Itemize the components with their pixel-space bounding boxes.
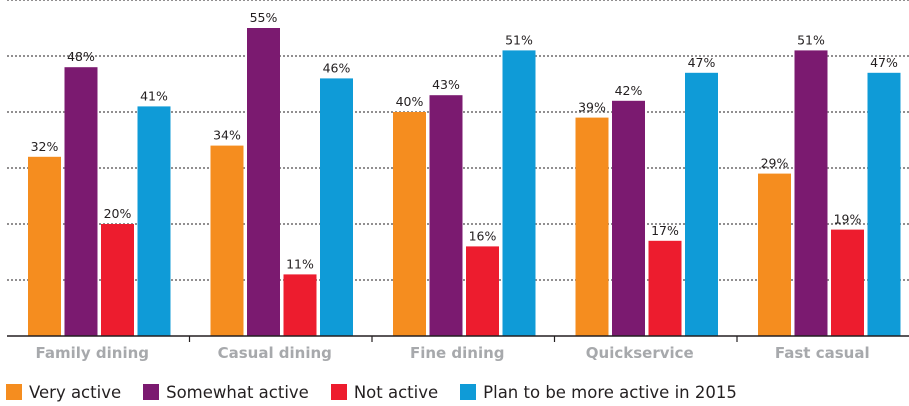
category-label: Casual dining bbox=[218, 344, 332, 362]
data-label: 17% bbox=[651, 223, 679, 238]
bar bbox=[575, 117, 609, 336]
bar bbox=[393, 112, 426, 336]
bar bbox=[466, 246, 499, 336]
data-label: 11% bbox=[286, 256, 314, 271]
bar bbox=[283, 274, 317, 336]
legend-swatch bbox=[6, 384, 22, 400]
bar bbox=[867, 72, 901, 337]
x-ticks bbox=[188, 336, 738, 342]
data-label: 46% bbox=[323, 60, 351, 75]
category-label: Quickservice bbox=[586, 344, 694, 362]
legend-item: Plan to be more active in 2015 bbox=[460, 383, 737, 402]
data-label: 48% bbox=[67, 49, 95, 64]
data-label: 16% bbox=[469, 228, 497, 243]
bar bbox=[612, 100, 645, 336]
bar bbox=[831, 229, 864, 336]
data-label: 47% bbox=[688, 55, 716, 70]
data-label: 40% bbox=[396, 94, 424, 109]
data-label: 19% bbox=[834, 212, 862, 227]
bar bbox=[137, 106, 171, 337]
data-label: 55% bbox=[250, 10, 278, 25]
bar bbox=[502, 50, 536, 337]
category-labels: Family dining Casual dining Fine dining Qui… bbox=[35, 344, 869, 362]
category-label: Fine dining bbox=[410, 344, 505, 362]
data-label: 39% bbox=[578, 100, 606, 115]
legend-swatch bbox=[143, 384, 160, 400]
data-label: 47% bbox=[870, 55, 898, 70]
data-label: 41% bbox=[140, 88, 168, 103]
legend-item: Not active bbox=[330, 382, 439, 402]
data-label: 32% bbox=[31, 139, 59, 154]
bar bbox=[101, 224, 134, 336]
legend-label: Very active bbox=[29, 382, 122, 402]
bar bbox=[685, 72, 718, 337]
legend-item: Very active bbox=[6, 383, 121, 402]
value-labels: 32% 48% 20% 41% 34% 55% 11% 46% 40% 43% 16% 51% 39% 4… bbox=[31, 10, 898, 271]
category-label: Family dining bbox=[35, 344, 149, 362]
legend-swatch bbox=[460, 384, 477, 400]
data-label: 29% bbox=[761, 156, 789, 171]
data-label: 43% bbox=[432, 77, 460, 92]
bar bbox=[247, 28, 280, 336]
legend: Very active Somewhat active Not active Plan… bbox=[6, 380, 759, 404]
legend-label: Plan to be more active in 2015 bbox=[483, 382, 737, 402]
data-label: 34% bbox=[213, 128, 241, 143]
data-label: 20% bbox=[104, 206, 132, 221]
legend-swatch bbox=[330, 384, 347, 400]
data-label: 51% bbox=[797, 32, 825, 47]
data-label: 51% bbox=[505, 32, 533, 47]
legend-label: Not active bbox=[353, 382, 439, 402]
bar bbox=[210, 145, 244, 336]
bar bbox=[794, 50, 828, 337]
bars bbox=[28, 28, 901, 337]
category-label: Fast casual bbox=[775, 344, 870, 362]
legend-label: Somewhat active bbox=[166, 382, 309, 402]
bar bbox=[320, 78, 353, 337]
bar bbox=[28, 156, 61, 336]
data-label: 42% bbox=[615, 83, 643, 98]
bar bbox=[758, 173, 791, 336]
bar bbox=[648, 240, 682, 336]
legend-item: Somewhat active bbox=[143, 383, 309, 402]
bar bbox=[64, 67, 98, 336]
bar bbox=[429, 95, 463, 336]
